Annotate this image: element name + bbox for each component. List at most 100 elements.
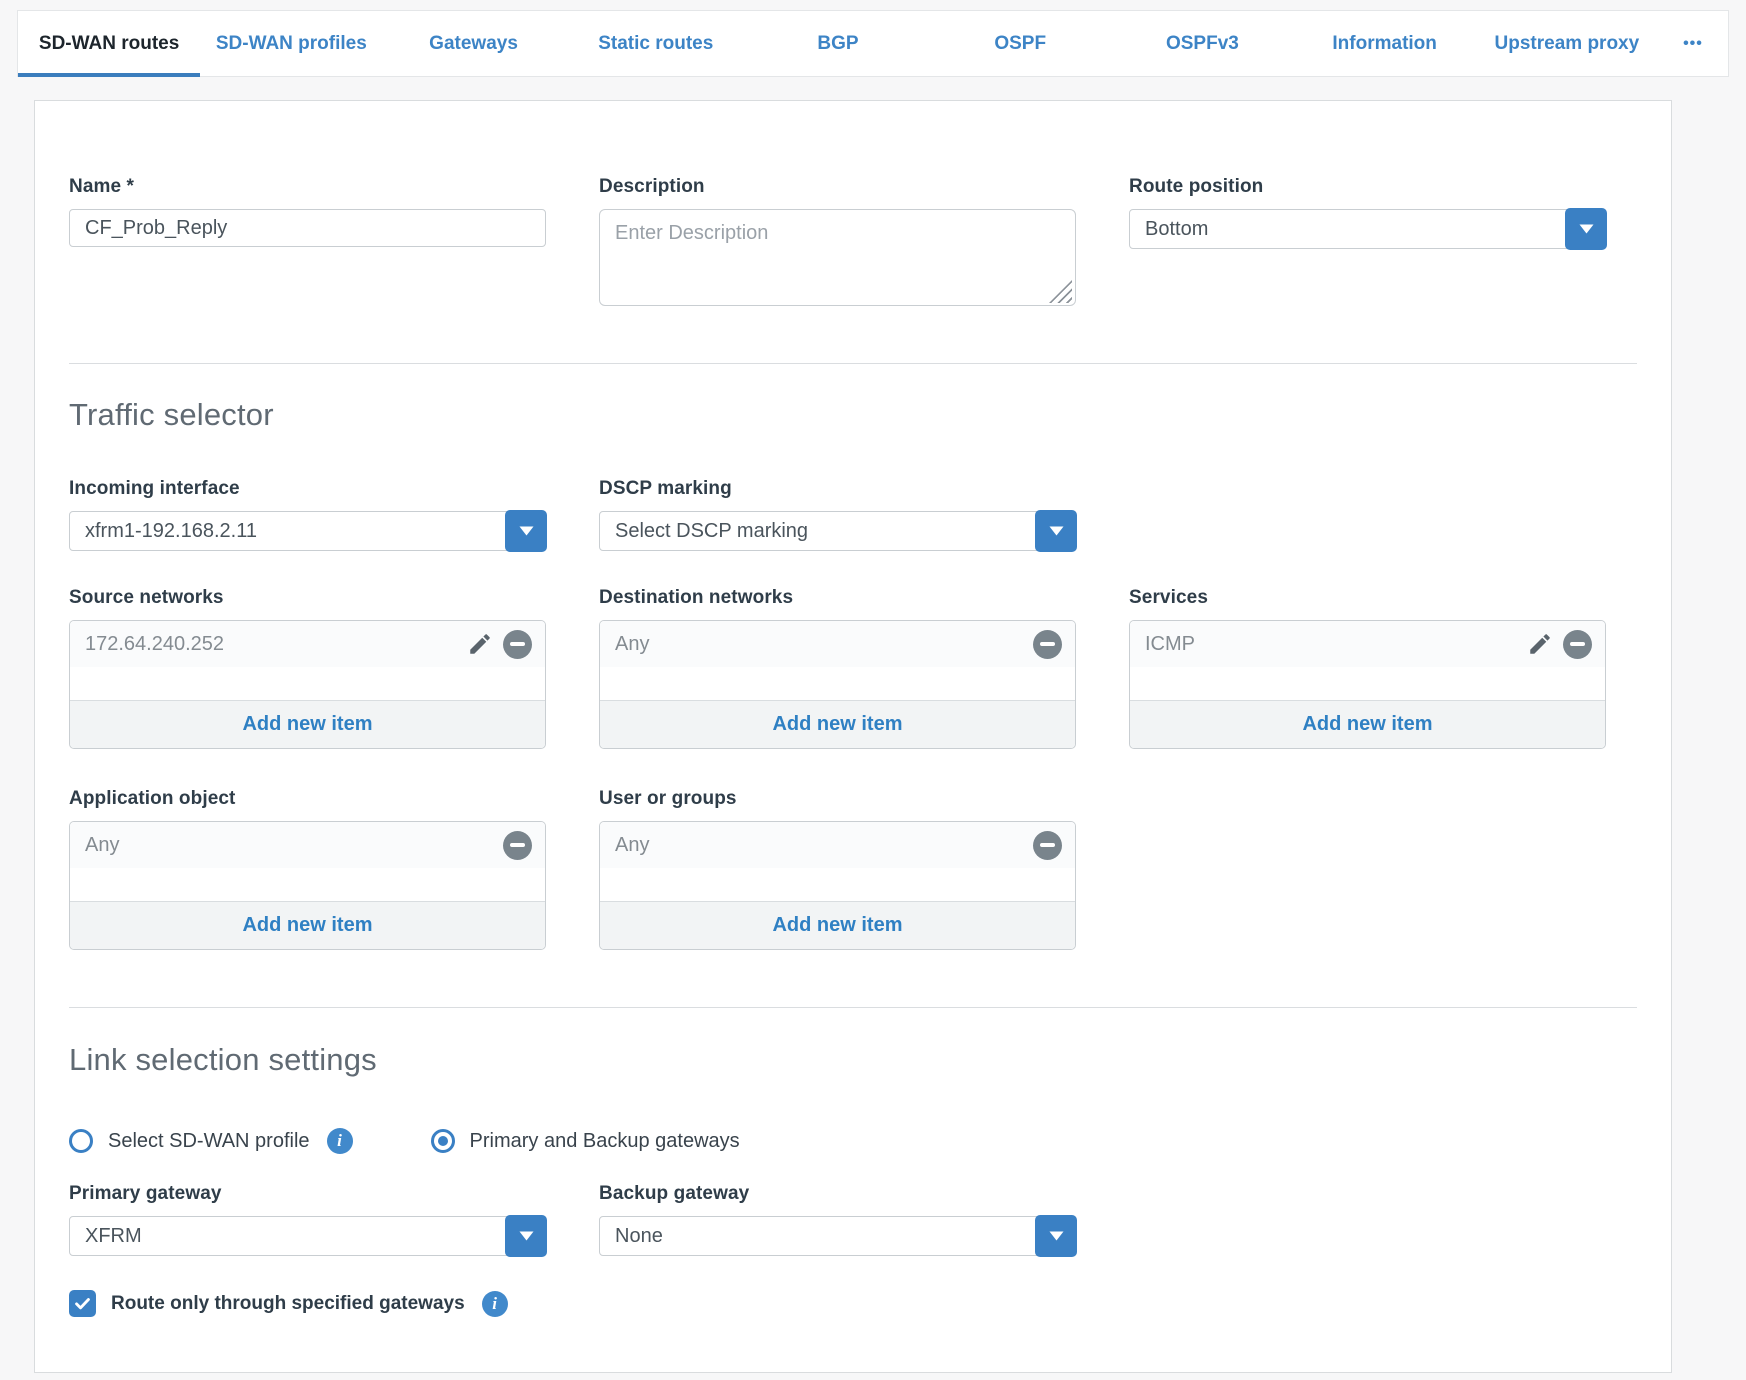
- name-field: Name *: [69, 176, 546, 247]
- tab-static-routes[interactable]: Static routes: [598, 32, 714, 54]
- list-item-text: ICMP: [1145, 632, 1195, 655]
- info-icon[interactable]: i: [481, 1290, 508, 1317]
- info-icon[interactable]: i: [326, 1128, 353, 1154]
- general-fields-row: Name * Description Route position Bottom: [35, 176, 1671, 311]
- list-item: Any: [70, 822, 545, 868]
- incoming-interface-field: Incoming interface xfrm1-192.168.2.11: [69, 478, 547, 552]
- remove-icon[interactable]: [1033, 629, 1062, 659]
- route-only-label: Route only through specified gateways: [111, 1292, 465, 1314]
- backup-gateway-field: Backup gateway None: [599, 1183, 1077, 1257]
- radio-icon[interactable]: [69, 1129, 93, 1153]
- edit-icon[interactable]: [466, 630, 494, 658]
- route-form-card: Name * Description Route position Bottom: [34, 100, 1672, 1373]
- radio-select-sdwan-profile[interactable]: Select SD-WAN profile i: [69, 1128, 353, 1154]
- remove-icon[interactable]: [1033, 830, 1062, 860]
- destination-networks-label: Destination networks: [599, 587, 794, 608]
- destination-networks-listbox: Any Add new item: [599, 620, 1076, 749]
- user-or-groups-label: User or groups: [599, 788, 737, 809]
- user-or-groups-listbox: Any Add new item: [599, 821, 1076, 950]
- application-object-listbox: Any Add new item: [69, 821, 546, 950]
- select-value: xfrm1-192.168.2.11: [85, 519, 257, 542]
- select-value: None: [615, 1224, 663, 1247]
- description-input[interactable]: [599, 209, 1076, 306]
- add-new-item-button[interactable]: Add new item: [70, 700, 545, 748]
- description-field: Description: [599, 176, 1076, 311]
- select-value: Select DSCP marking: [615, 519, 809, 542]
- application-object-label: Application object: [69, 788, 236, 809]
- services-listbox: ICMP Add new item: [1129, 620, 1606, 749]
- route-position-label: Route position: [1129, 176, 1264, 197]
- remove-icon[interactable]: [503, 830, 532, 860]
- route-position-select[interactable]: Bottom: [1129, 208, 1607, 250]
- list-item-text: Any: [615, 632, 650, 655]
- list-item-text: Any: [615, 833, 650, 856]
- dscp-marking-field: DSCP marking Select DSCP marking: [599, 478, 1077, 552]
- add-new-item-label: Add new item: [1302, 713, 1433, 735]
- link-selection-heading: Link selection settings: [69, 1042, 377, 1077]
- list-item: Any: [600, 822, 1075, 868]
- radio-icon[interactable]: [430, 1129, 455, 1153]
- tab-sdwan-routes[interactable]: SD-WAN routes: [18, 11, 201, 77]
- tab-information[interactable]: Information: [1332, 32, 1437, 54]
- traffic-selector-heading: Traffic selector: [69, 397, 274, 432]
- select-value: Bottom: [1145, 217, 1209, 240]
- radio-label: Primary and Backup gateways: [469, 1129, 740, 1152]
- incoming-interface-select[interactable]: xfrm1-192.168.2.11: [69, 510, 547, 552]
- route-position-field: Route position Bottom: [1129, 176, 1607, 250]
- tab-ospfv3[interactable]: OSPFv3: [1165, 32, 1239, 54]
- add-new-item-button[interactable]: Add new item: [1130, 700, 1605, 748]
- primary-gateway-field: Primary gateway XFRM: [69, 1183, 547, 1257]
- interface-dscp-row: Incoming interface xfrm1-192.168.2.11 DS…: [35, 478, 1671, 552]
- dscp-marking-select[interactable]: Select DSCP marking: [599, 510, 1077, 552]
- user-or-groups-field: User or groups Any Add new item: [599, 788, 1076, 950]
- name-label: Name *: [69, 176, 135, 197]
- tab-bgp[interactable]: BGP: [817, 32, 859, 54]
- description-textarea-wrap: [599, 209, 1076, 311]
- list-item-text: 172.64.240.252: [85, 632, 225, 655]
- chevron-down-icon[interactable]: [1035, 1215, 1077, 1257]
- remove-icon[interactable]: [503, 629, 532, 659]
- name-input[interactable]: [69, 209, 546, 247]
- description-label: Description: [599, 176, 705, 197]
- tab-ospf[interactable]: OSPF: [994, 32, 1047, 54]
- tab-upstream-proxy[interactable]: Upstream proxy: [1494, 32, 1640, 54]
- add-new-item-label: Add new item: [242, 713, 373, 735]
- remove-icon[interactable]: [1563, 629, 1592, 659]
- gateways-row: Primary gateway XFRM Backup gateway None: [35, 1183, 1671, 1257]
- link-selection-radio-row: Select SD-WAN profile i Primary and Back…: [35, 1128, 1671, 1154]
- add-new-item-label: Add new item: [242, 914, 373, 936]
- section-divider: [69, 1007, 1637, 1008]
- add-new-item-label: Add new item: [772, 914, 903, 936]
- add-new-item-button[interactable]: Add new item: [600, 901, 1075, 949]
- chevron-down-icon[interactable]: [1565, 208, 1607, 250]
- radio-label: Select SD-WAN profile: [108, 1129, 310, 1152]
- tab-sdwan-profiles[interactable]: SD-WAN profiles: [215, 32, 367, 54]
- chevron-down-icon[interactable]: [505, 1215, 547, 1257]
- chevron-down-icon[interactable]: [1035, 510, 1077, 552]
- chevron-down-icon[interactable]: [505, 510, 547, 552]
- route-only-row: Route only through specified gateways i: [35, 1290, 1671, 1317]
- tab-bar: SD-WAN routes SD-WAN profiles Gateways S…: [17, 10, 1729, 77]
- dscp-marking-label: DSCP marking: [599, 478, 732, 499]
- radio-primary-backup-gateways[interactable]: Primary and Backup gateways: [430, 1129, 740, 1153]
- primary-gateway-select[interactable]: XFRM: [69, 1215, 547, 1257]
- application-object-field: Application object Any Add new item: [69, 788, 546, 950]
- select-value: XFRM: [85, 1224, 142, 1247]
- add-new-item-button[interactable]: Add new item: [70, 901, 545, 949]
- networks-services-row: Source networks 172.64.240.252 Add new i…: [35, 587, 1671, 749]
- more-tabs-icon[interactable]: •••: [1683, 34, 1703, 52]
- add-new-item-button[interactable]: Add new item: [600, 700, 1075, 748]
- tab-gateways[interactable]: Gateways: [429, 32, 518, 54]
- primary-gateway-label: Primary gateway: [69, 1183, 222, 1204]
- edit-icon[interactable]: [1526, 630, 1554, 658]
- section-divider: [69, 363, 1637, 364]
- services-label: Services: [1129, 587, 1208, 608]
- source-networks-listbox: 172.64.240.252 Add new item: [69, 620, 546, 749]
- route-only-checkbox[interactable]: [69, 1290, 96, 1317]
- backup-gateway-select[interactable]: None: [599, 1215, 1077, 1257]
- backup-gateway-label: Backup gateway: [599, 1183, 750, 1204]
- source-networks-label: Source networks: [69, 587, 224, 608]
- list-item: ICMP: [1130, 621, 1605, 667]
- add-new-item-label: Add new item: [772, 713, 903, 735]
